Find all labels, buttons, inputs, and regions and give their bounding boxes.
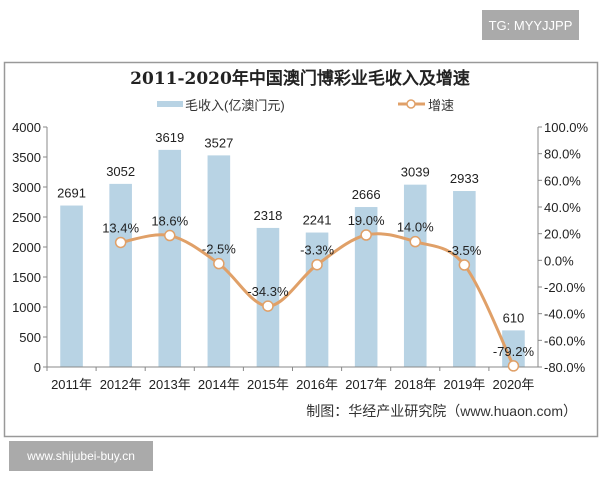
- y-left-tick-label: 1000: [12, 300, 41, 315]
- growth-label: 13.4%: [102, 220, 139, 235]
- x-tick-label: 2015年: [247, 377, 289, 392]
- growth-label: -2.5%: [202, 242, 236, 257]
- y-right-tick-label: -80.0%: [544, 360, 586, 375]
- source-note: 制图：华经产业研究院（www.huaon.com）: [306, 403, 577, 419]
- bar-2018年: [403, 184, 427, 367]
- growth-label: 19.0%: [348, 213, 385, 228]
- y-right-tick-label: 100.0%: [544, 120, 589, 135]
- y-right-tick-label: 0.0%: [544, 253, 574, 268]
- legend-line-marker: [406, 99, 416, 109]
- watermark-site: www.shijubei-buy.cn: [9, 441, 153, 471]
- bar-2015年: [256, 227, 280, 367]
- y-left-tick-label: 3000: [12, 180, 41, 195]
- bar-label: 2318: [253, 208, 282, 223]
- x-tick-label: 2013年: [149, 377, 191, 392]
- bar-label: 2933: [450, 171, 479, 186]
- bar-2011年: [60, 205, 83, 367]
- y-left-tick-label: 3500: [12, 150, 41, 165]
- y-left-tick-label: 1500: [12, 270, 41, 285]
- bar-label: 3039: [401, 165, 430, 180]
- bar-2013年: [158, 149, 182, 367]
- growth-label: -3.5%: [447, 243, 481, 258]
- y-right-tick-label: 20.0%: [544, 227, 581, 242]
- bar-2019年: [453, 191, 476, 367]
- bar-label: 610: [503, 310, 525, 325]
- growth-label: -34.3%: [247, 284, 289, 299]
- y-right-tick-label: 40.0%: [544, 200, 581, 215]
- watermark-tg: TG: MYYJJPP: [482, 10, 579, 40]
- growth-marker-2014年: [213, 257, 225, 270]
- bar-label: 2241: [303, 213, 332, 228]
- growth-marker-2019年: [458, 259, 471, 271]
- legend-bar-label: 毛收入(亿澳门元): [185, 98, 285, 113]
- growth-label: -3.3%: [300, 243, 334, 258]
- growth-label: -79.2%: [493, 344, 535, 359]
- bar-2020年: [502, 330, 525, 367]
- x-tick-label: 2012年: [100, 377, 142, 392]
- x-tick-label: 2017年: [345, 377, 387, 392]
- chart-frame: [3, 61, 599, 438]
- growth-marker-2015年: [262, 300, 274, 312]
- y-left-tick-label: 0: [34, 360, 41, 375]
- bar-label: 3527: [204, 135, 233, 150]
- y-right-tick-label: -60.0%: [544, 333, 586, 348]
- growth-label: 14.0%: [397, 220, 434, 235]
- chart-title: 2011-2020年中国澳门博彩业毛收入及增速: [130, 68, 470, 89]
- x-tick-label: 2019年: [443, 377, 485, 392]
- x-tick-label: 2014年: [198, 377, 240, 392]
- bar-2016年: [305, 232, 329, 367]
- x-tick-label: 2011年: [51, 377, 92, 392]
- growth-marker-2013年: [164, 229, 176, 242]
- y-left-tick-label: 2500: [12, 210, 41, 225]
- x-tick-label: 2020年: [492, 377, 534, 392]
- bar-label: 3052: [106, 164, 135, 179]
- growth-marker-2020年: [507, 360, 520, 372]
- y-right-tick-label: -40.0%: [544, 307, 586, 322]
- growth-marker-2016年: [311, 258, 323, 271]
- legend: 毛收入(亿澳门元) 增速: [157, 98, 454, 113]
- y-right-tick-label: 80.0%: [544, 147, 581, 162]
- y-left-tick-label: 2000: [12, 240, 41, 255]
- legend-bar-swatch: [157, 101, 183, 107]
- legend-line-label: 增速: [428, 98, 454, 113]
- bar-label: 3619: [155, 130, 184, 145]
- y-right-tick-label: -20.0%: [544, 280, 586, 295]
- growth-marker-2012年: [114, 236, 127, 249]
- y-left-tick-label: 500: [19, 330, 41, 345]
- bar-2017年: [354, 207, 378, 367]
- x-tick-label: 2018年: [394, 377, 436, 392]
- bar-label: 2691: [57, 186, 86, 201]
- bar-label: 2666: [352, 187, 381, 202]
- y-right-tick-label: 60.0%: [544, 173, 581, 188]
- x-tick-label: 2016年: [296, 377, 338, 392]
- growth-label: 18.6%: [151, 214, 188, 229]
- growth-marker-2017年: [360, 229, 372, 241]
- bar-2012年: [109, 183, 132, 367]
- growth-marker-2018年: [409, 235, 421, 248]
- y-left-tick-label: 4000: [12, 120, 41, 135]
